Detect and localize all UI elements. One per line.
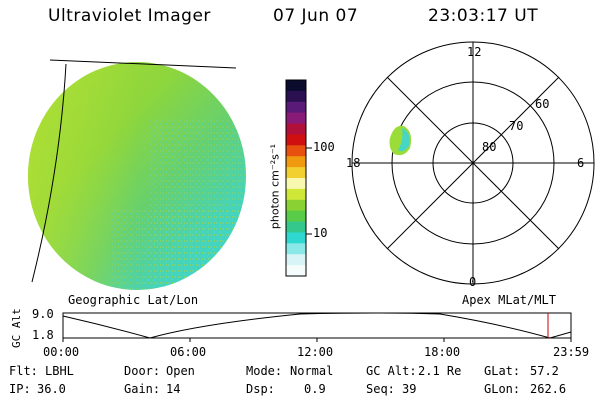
dsp-value: 0.9	[304, 382, 326, 396]
colorbar-label-100: 100	[313, 140, 335, 154]
gain-value: 14	[166, 382, 181, 396]
altitude-tick-1-8: 1.8	[32, 328, 54, 342]
mlt-label-18: 18	[346, 156, 361, 170]
instrument-title: Ultraviolet Imager	[48, 6, 211, 26]
mlat-label-80: 80	[482, 140, 497, 154]
colorbar-swatch	[286, 112, 306, 125]
colorbar-swatch	[286, 156, 306, 168]
altitude-curve	[62, 312, 572, 339]
colorbar-swatch	[286, 101, 306, 114]
mlt-label-6: 6	[577, 156, 585, 170]
colorbar-swatch	[286, 210, 306, 223]
colorbar-swatch	[286, 145, 306, 157]
polar-mlat-mlt-plot	[351, 41, 595, 285]
colorbar-label-10: 10	[313, 226, 328, 240]
colorbar-swatch	[286, 80, 306, 92]
time-tick-2359: 23:59	[553, 345, 590, 359]
seq-value: 39	[402, 382, 417, 396]
glat-label: GLat:	[484, 364, 521, 378]
colorbar-swatch	[286, 188, 306, 201]
dsp-label: Dsp:	[246, 382, 275, 396]
time-tick-1200: 12:00	[297, 345, 334, 359]
time-tick-1800: 18:00	[424, 345, 461, 359]
gcalt-value: 2.1 Re	[418, 364, 462, 378]
colorbar-swatch	[286, 134, 306, 146]
mode-label: Mode:	[246, 364, 283, 378]
seq-label: Seq:	[366, 382, 395, 396]
colorbar-swatch	[286, 243, 306, 255]
colorbar-swatch	[286, 232, 306, 244]
time-tick-0000: 00:00	[43, 345, 80, 359]
altitude-strip-plot	[62, 312, 572, 342]
geographic-uv-image	[28, 62, 246, 290]
colorbar-frame	[285, 79, 307, 277]
ip-value: 36.0	[37, 382, 66, 396]
flt-value: LBHL	[45, 364, 74, 378]
glon-value: 262.6	[530, 382, 567, 396]
longitude-line	[31, 63, 67, 283]
altitude-tick-9: 9.0	[32, 307, 54, 321]
time-readout: 23:03:17 UT	[428, 6, 539, 26]
glon-label: GLon:	[484, 382, 521, 396]
mlat-label-60: 60	[535, 97, 550, 111]
color-scale-bar	[285, 79, 307, 277]
altitude-plot-frame	[62, 312, 572, 339]
colorbar-swatch	[286, 265, 306, 277]
date-readout: 07 Jun 07	[273, 6, 359, 26]
gcalt-label: GC Alt:	[366, 364, 417, 378]
door-label: Door:	[124, 364, 161, 378]
time-tick-0600: 06:00	[170, 345, 207, 359]
altitude-axis-label: GC Alt	[10, 308, 23, 348]
apex-caption: Apex MLat/MLT	[462, 293, 556, 307]
gain-label: Gain:	[124, 382, 161, 396]
flt-label: Flt:	[9, 364, 38, 378]
mlt-label-0: 0	[469, 275, 477, 289]
meridian-diag-2	[386, 76, 560, 250]
mlt-label-12: 12	[467, 45, 482, 59]
colorbar-swatch	[286, 178, 306, 190]
glat-value: 57.2	[530, 364, 559, 378]
mode-value: Normal	[290, 364, 334, 378]
colorbar-unit-label: photon cm⁻²s⁻¹	[268, 143, 282, 230]
colorbar-swatch	[286, 221, 306, 234]
geographic-caption: Geographic Lat/Lon	[68, 293, 199, 307]
colorbar-swatch	[286, 167, 306, 179]
latitude-line	[49, 59, 237, 69]
ip-label: IP:	[9, 382, 31, 396]
colorbar-swatch	[286, 254, 306, 266]
colorbar-swatch	[286, 123, 306, 136]
mlat-label-70: 70	[509, 119, 524, 133]
door-value: Open	[166, 364, 195, 378]
colorbar-swatch	[286, 199, 306, 212]
aurora-blob-edge	[398, 128, 410, 152]
colorbar-swatch	[286, 90, 306, 103]
